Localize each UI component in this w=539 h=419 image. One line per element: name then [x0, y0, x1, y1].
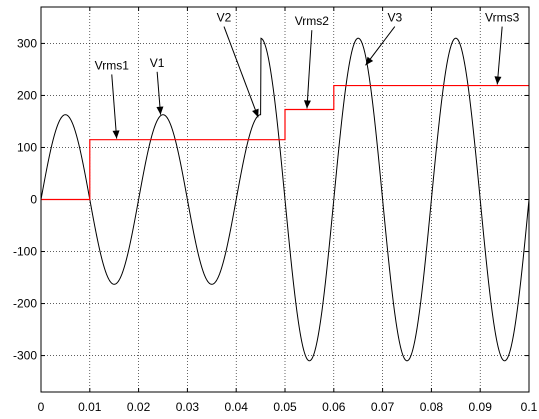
annotation-arrow-line — [496, 26, 503, 85]
annotation-arrow-line — [223, 26, 259, 118]
x-tick-label: 0.04 — [225, 400, 249, 414]
y-tick-label: 100 — [17, 140, 37, 154]
x-tick-label: 0.01 — [78, 400, 102, 414]
tick-labels: 0 0.01 0.02 0.03 0.04 0.05 0.06 0.07 0.08 0.09 0.1… — [13, 36, 538, 414]
annotation-arrowhead — [365, 56, 374, 66]
annotation-label: V1 — [150, 56, 165, 70]
y-tick-label: 300 — [17, 36, 37, 50]
x-tick-label: 0.1 — [521, 400, 538, 414]
x-tick-label: 0.05 — [273, 400, 297, 414]
annotation-arrow-line — [306, 30, 313, 109]
y-tick-label: -200 — [13, 297, 37, 311]
x-tick-label: 0.09 — [469, 400, 493, 414]
y-tick-label: -100 — [13, 245, 37, 259]
x-tick-label: 0 — [38, 400, 45, 414]
y-tick-label: 0 — [30, 193, 37, 207]
annotation-arrowhead — [252, 108, 259, 118]
annotations: Vrms1 V1 V2 Vrms2 V3 Vrms3 — [95, 11, 520, 139]
annotation-label: V2 — [217, 11, 232, 25]
annotation-arrowhead — [112, 130, 120, 139]
annotation-label: Vrms1 — [95, 58, 130, 72]
series-layer — [40, 37, 530, 362]
annotation-arrowhead — [156, 106, 164, 115]
annotation-label: Vrms2 — [295, 14, 330, 28]
x-tick-label: 0.07 — [371, 400, 395, 414]
annotation-arrow-line — [365, 26, 396, 66]
voltage-waveform-line — [40, 37, 530, 362]
x-tick-label: 0.08 — [420, 400, 444, 414]
annotation-label: Vrms3 — [485, 11, 520, 25]
rms-step-line — [41, 84, 529, 201]
annotation-arrowhead — [303, 100, 311, 109]
annotation-arrow-line — [111, 74, 118, 139]
annotation-arrowhead — [494, 76, 502, 85]
annotation-label: V3 — [387, 11, 402, 25]
x-tick-label: 0.03 — [176, 400, 200, 414]
y-tick-label: -300 — [13, 349, 37, 363]
x-tick-label: 0.06 — [322, 400, 346, 414]
x-tick-label: 0.02 — [127, 400, 151, 414]
y-tick-label: 200 — [17, 88, 37, 102]
plot-frame — [40, 6, 530, 393]
